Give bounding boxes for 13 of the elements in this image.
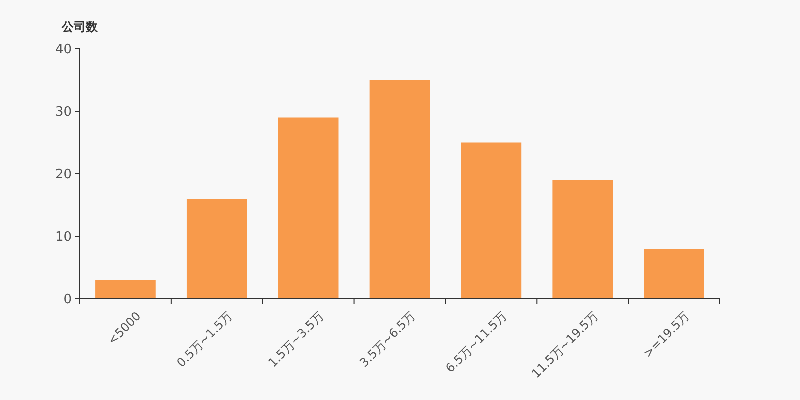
bar xyxy=(461,142,522,299)
bar xyxy=(644,249,704,299)
bar xyxy=(552,180,614,299)
y-tick-label: 0 xyxy=(64,292,72,308)
y-axis-title: 公司数 xyxy=(61,20,99,34)
y-tick-label: 30 xyxy=(55,105,72,120)
bar xyxy=(96,280,156,299)
y-tick-label: 40 xyxy=(55,42,72,58)
bar xyxy=(370,80,430,299)
bar xyxy=(278,118,339,299)
bar xyxy=(186,199,248,299)
y-tick-label: 10 xyxy=(55,230,72,246)
y-tick-label: 20 xyxy=(55,168,72,183)
